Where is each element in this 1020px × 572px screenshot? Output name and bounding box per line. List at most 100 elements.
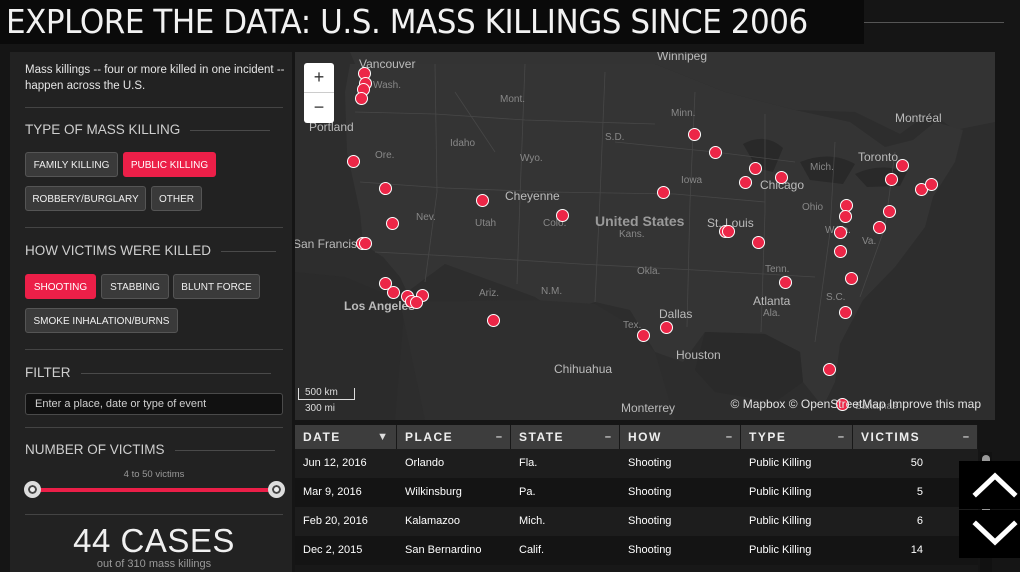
map-label: Ala. (763, 308, 781, 319)
incident-marker[interactable] (722, 225, 735, 238)
chip-other[interactable]: OTHER (151, 186, 202, 211)
map-label: Montréal (895, 111, 942, 125)
victims-range-max-handle[interactable] (268, 481, 285, 498)
map-label: Atlanta (753, 294, 791, 308)
incident-marker[interactable] (925, 178, 938, 191)
chip-robbery-burglary[interactable]: ROBBERY/BURGLARY (25, 186, 146, 211)
incident-marker[interactable] (845, 272, 858, 285)
chip-family-killing[interactable]: FAMILY KILLING (25, 152, 118, 177)
column-header-place[interactable]: PLACE – (397, 425, 511, 449)
incident-marker[interactable] (637, 329, 650, 342)
title-bar: EXPLORE THE DATA: U.S. MASS KILLINGS SIN… (0, 0, 864, 44)
incident-marker[interactable] (709, 146, 722, 159)
map-label: Wyo. (520, 153, 543, 164)
map-label: Portland (309, 120, 354, 134)
incident-marker[interactable] (379, 182, 392, 195)
incident-marker[interactable] (476, 194, 489, 207)
map-label: Mont. (500, 94, 526, 105)
victims-heading: NUMBER OF VICTIMS (25, 442, 275, 457)
incident-marker[interactable] (839, 210, 852, 223)
table-row[interactable]: Feb 20, 2016 Kalamazoo Mich. Shooting Public… (295, 507, 978, 536)
filter-input[interactable] (25, 393, 283, 415)
cell-date: Dec 2, 2015 (303, 544, 363, 556)
incident-marker[interactable] (739, 176, 752, 189)
incident-marker[interactable] (410, 296, 423, 309)
intro-text: Mass killings -- four or more killed in … (25, 64, 285, 92)
incident-marker[interactable] (556, 209, 569, 222)
cell-place: Orlando (405, 457, 445, 469)
incident-marker[interactable] (836, 398, 849, 411)
sort-neutral-icon: – (604, 431, 611, 443)
incident-marker[interactable] (885, 173, 898, 186)
map[interactable]: Vancouver Winnipeg Wash. Portland Mont. … (295, 52, 995, 420)
cell-how: Shooting (628, 515, 672, 527)
chip-public-killing[interactable]: PUBLIC KILLING (123, 152, 216, 177)
column-header-how[interactable]: HOW – (620, 425, 741, 449)
map-label: Minn. (671, 108, 696, 119)
map-label: Tex. (623, 320, 642, 331)
incident-marker[interactable] (688, 128, 701, 141)
cell-how: Shooting (628, 486, 672, 498)
cases-table: DATE ▼ PLACE – STATE – HOW – TYPE – VICTIMS – … (295, 425, 978, 572)
divider (25, 427, 283, 428)
cell-type: Public Killing (749, 486, 812, 498)
column-header-type[interactable]: TYPE – (741, 425, 853, 449)
cell-date: Jun 12, 2016 (303, 457, 367, 469)
map-attribution[interactable]: © Mapbox © OpenStreetMap Improve this ma… (730, 397, 981, 411)
incident-marker[interactable] (347, 155, 360, 168)
incident-marker[interactable] (834, 226, 847, 239)
chip-shooting[interactable]: SHOOTING (25, 274, 96, 299)
map-label: S.D. (605, 132, 625, 143)
incident-marker[interactable] (660, 321, 673, 334)
chip-smoke-inhalation-burns[interactable]: SMOKE INHALATION/BURNS (25, 308, 178, 333)
cell-place: Wilkinsburg (405, 486, 462, 498)
incident-marker[interactable] (487, 314, 500, 327)
scroll-down-button[interactable] (959, 510, 1020, 558)
victims-range-track[interactable] (32, 488, 276, 492)
scroll-up-button[interactable] (959, 461, 1020, 509)
map-label: Chicago (760, 178, 805, 192)
map-label: Chihuahua (554, 362, 613, 376)
divider (25, 349, 283, 350)
divider (25, 107, 283, 108)
filter-sidebar: Mass killings -- four or more killed in … (10, 52, 292, 572)
table-row[interactable]: Jun 12, 2016 Orlando Fla. Shooting Public Ki… (295, 449, 978, 478)
table-row[interactable]: Dec 2, 2015 San Bernardino Calif. Shooting P… (295, 536, 978, 565)
sort-neutral-icon: – (962, 431, 969, 443)
map-label: Ore. (375, 150, 395, 161)
incident-marker[interactable] (386, 217, 399, 230)
zoom-out-button[interactable]: − (304, 93, 334, 123)
incident-marker[interactable] (834, 245, 847, 258)
column-header-state[interactable]: STATE – (511, 425, 620, 449)
incident-marker[interactable] (896, 159, 909, 172)
table-row[interactable]: Mar 9, 2016 Wilkinsburg Pa. Shooting Public … (295, 478, 978, 507)
map-label: Tenn. (765, 264, 790, 275)
incident-marker[interactable] (823, 363, 836, 376)
incident-marker[interactable] (355, 92, 368, 105)
incident-marker[interactable] (779, 276, 792, 289)
zoom-in-button[interactable]: + (304, 63, 334, 93)
scale-mi: 300 mi (305, 403, 336, 414)
cell-place: Kalamazoo (405, 515, 461, 527)
incident-marker[interactable] (839, 306, 852, 319)
incident-marker[interactable] (883, 205, 896, 218)
map-label: Vancouver (359, 57, 416, 71)
incident-marker[interactable] (359, 237, 372, 250)
sort-neutral-icon: – (725, 431, 732, 443)
column-header-date[interactable]: DATE ▼ (295, 425, 397, 449)
incident-marker[interactable] (752, 236, 765, 249)
chip-stabbing[interactable]: STABBING (101, 274, 169, 299)
how-heading: HOW VICTIMS WERE KILLED (25, 243, 277, 258)
map-scale-bar (298, 388, 355, 400)
incident-marker[interactable] (749, 162, 762, 175)
chip-blunt-force[interactable]: BLUNT FORCE (173, 274, 260, 299)
map-label: Va. (862, 236, 877, 247)
incident-marker[interactable] (387, 286, 400, 299)
incident-marker[interactable] (657, 186, 670, 199)
column-header-victims[interactable]: VICTIMS – (853, 425, 978, 449)
map-label: Monterrey (621, 401, 676, 415)
incident-marker[interactable] (775, 171, 788, 184)
page-title: EXPLORE THE DATA: U.S. MASS KILLINGS SIN… (6, 2, 808, 41)
victims-range-min-handle[interactable] (24, 481, 41, 498)
incident-marker[interactable] (873, 221, 886, 234)
